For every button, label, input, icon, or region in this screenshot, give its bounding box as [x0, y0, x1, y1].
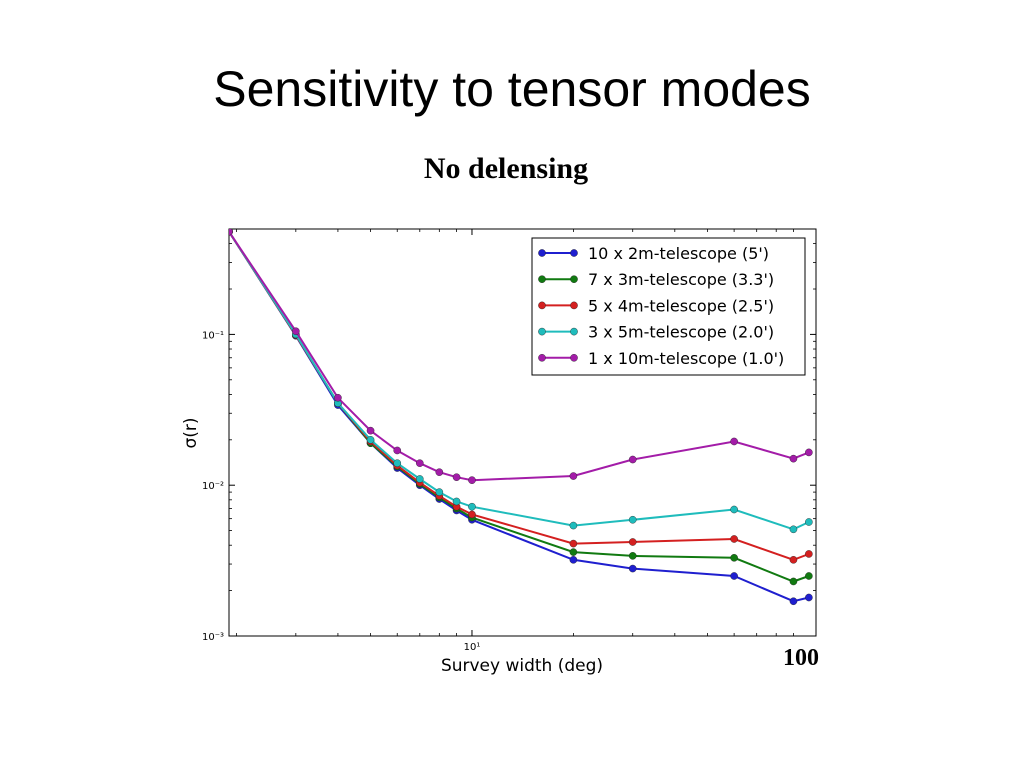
data-point: [628, 552, 637, 560]
data-point: [569, 539, 578, 548]
series-line: [229, 231, 810, 531]
data-point: [789, 556, 798, 564]
legend-marker: [538, 301, 546, 310]
series-line: [229, 231, 810, 603]
legend-label: 7 x 3m-telescope (3.3'): [588, 270, 774, 289]
data-point: [569, 472, 578, 480]
legend-marker: [570, 249, 578, 257]
data-point: [789, 454, 798, 463]
slide-subtitle: No delensing: [423, 152, 589, 185]
data-point: [366, 436, 375, 444]
data-point: [292, 327, 300, 336]
plot-layer: 10¹ 10⁻¹ 10⁻² 10⁻³: [202, 228, 817, 653]
data-point: [415, 459, 424, 467]
data-point: [468, 510, 476, 519]
legend-marker: [538, 275, 546, 284]
corner-label: 100: [783, 645, 819, 671]
series-4: [229, 229, 813, 534]
y-tick-label: 10⁻³: [202, 632, 224, 643]
data-point: [393, 446, 402, 455]
data-point: [628, 515, 637, 524]
legend-label: 3 x 5m-telescope (2.0'): [588, 323, 774, 342]
data-point: [452, 497, 461, 506]
data-point: [789, 577, 798, 586]
legend-marker: [570, 301, 578, 310]
x-axis-label: Survey width (deg): [441, 656, 603, 676]
data-point: [805, 550, 813, 558]
legend-marker: [538, 353, 546, 362]
data-point: [435, 488, 444, 496]
y-tick-label: 10⁻¹: [202, 330, 224, 341]
y-axis-label: σ(r): [181, 417, 201, 448]
data-point: [730, 535, 738, 543]
legend: 10 x 2m-telescope (5') 7 x 3m-telescope (…: [531, 237, 806, 376]
y-tick-label: 10⁻²: [202, 481, 224, 492]
data-point: [468, 502, 476, 511]
legend-marker: [538, 327, 546, 336]
data-point: [730, 572, 738, 580]
data-point: [628, 564, 637, 573]
data-point: [805, 593, 813, 602]
legend-label: 5 x 4m-telescope (2.5'): [588, 296, 774, 315]
data-point: [366, 426, 375, 435]
data-point: [393, 459, 402, 467]
legend-marker: [570, 353, 578, 362]
data-point: [730, 437, 738, 446]
data-point: [569, 521, 578, 530]
slide-title: Sensitivity to tensor modes: [213, 61, 811, 117]
x-tick-label: 10¹: [464, 642, 481, 653]
data-point: [805, 448, 813, 457]
legend-marker: [570, 327, 578, 336]
data-point: [730, 554, 738, 562]
data-point: [452, 473, 461, 481]
data-point: [789, 597, 798, 606]
data-point: [468, 476, 476, 484]
data-point: [229, 229, 233, 236]
data-point: [628, 455, 637, 464]
legend-label: 1 x 10m-telescope (1.0'): [588, 349, 784, 368]
data-point: [789, 525, 798, 534]
data-point: [805, 518, 813, 526]
plot-frame: [228, 228, 817, 637]
legend-label: 10 x 2m-telescope (5'): [588, 244, 769, 263]
data-point: [628, 538, 637, 546]
legend-marker: [538, 249, 546, 257]
series-line: [229, 231, 810, 482]
data-point: [805, 572, 813, 580]
data-point: [730, 505, 738, 514]
data-point: [435, 468, 444, 476]
data-point: [334, 393, 342, 402]
data-point: [415, 475, 424, 483]
data-point: [569, 548, 578, 556]
data-point: [569, 556, 578, 564]
legend-marker: [570, 275, 578, 284]
series-5: [229, 229, 813, 484]
